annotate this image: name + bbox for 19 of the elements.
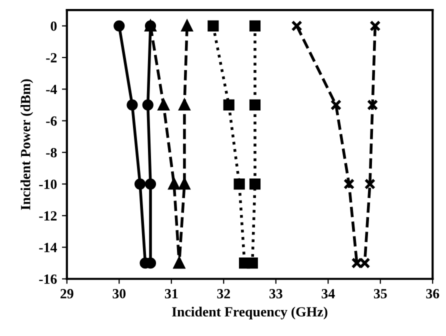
x-tick-label: 35 bbox=[374, 289, 387, 298]
x-tick-label: 30 bbox=[112, 289, 126, 298]
x-axis-title: Incident Frequency (GHz) bbox=[172, 306, 328, 320]
x-tick-label: 29 bbox=[60, 289, 74, 298]
y-tick-label: -12 bbox=[39, 211, 57, 220]
x-tick-label: 33 bbox=[269, 289, 282, 298]
y-axis-title: Incident Power (dBm) bbox=[20, 79, 34, 210]
y-tick-label: -2 bbox=[46, 53, 57, 62]
y-tick-label: -10 bbox=[39, 180, 57, 189]
y-tick-label: -16 bbox=[39, 274, 57, 284]
y-tick-label: -14 bbox=[39, 242, 57, 252]
y-tick-label: 0 bbox=[50, 21, 57, 31]
y-tick-label: -4 bbox=[46, 84, 57, 94]
y-tick-label: -8 bbox=[46, 148, 57, 158]
x-tick-label: 32 bbox=[217, 289, 230, 298]
x-tick-label: 36 bbox=[426, 289, 440, 298]
x-tick-label: 31 bbox=[164, 289, 178, 298]
y-tick-label: -6 bbox=[46, 116, 57, 126]
x-tick-label: 34 bbox=[322, 289, 335, 298]
